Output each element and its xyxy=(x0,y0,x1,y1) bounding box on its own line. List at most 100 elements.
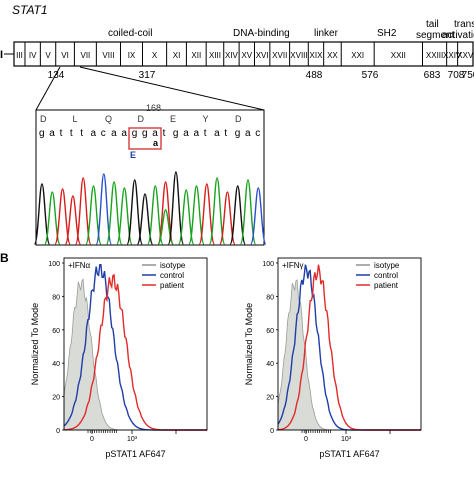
domain-label-coiled-coil: coiled-coil xyxy=(108,28,152,39)
boundary-position: 750 xyxy=(462,70,474,81)
mutation-position: 168 xyxy=(146,103,161,113)
y-tick-label: 40 xyxy=(266,361,274,368)
domain-label-sh2: SH2 xyxy=(377,28,397,39)
nucleotide: a xyxy=(183,128,189,139)
legend-label: patient xyxy=(374,281,399,290)
nucleotide: g xyxy=(39,128,45,139)
trace-peak xyxy=(126,179,143,245)
amino-acid: D xyxy=(235,114,242,124)
legend-label: control xyxy=(374,271,398,280)
x-tick-label: 10³ xyxy=(341,436,352,443)
panel-letter-b: B xyxy=(0,251,9,265)
nucleotide: t xyxy=(70,128,73,139)
histogram-ifn-gamma: Normalized To Mode 100 80 60 40 20 0 +IFNγ isoty… xyxy=(244,257,422,459)
zoom-line-right xyxy=(79,66,265,111)
amino-acid: Y xyxy=(203,114,209,124)
x-axis-label: pSTAT1 AF647 xyxy=(319,449,379,459)
exon-label: IX xyxy=(128,51,136,60)
legend-label: control xyxy=(160,271,184,280)
domain-label-tail-segment: tail segment xyxy=(416,19,455,41)
nucleotide: a xyxy=(214,128,220,139)
y-tick-label: 60 xyxy=(266,328,274,335)
exon-label: XIX xyxy=(310,51,324,60)
y-tick-label: 80 xyxy=(52,294,60,301)
nucleotide: t xyxy=(80,128,83,139)
trace-peak xyxy=(198,183,215,245)
nucleotide: c xyxy=(255,128,260,139)
y-axis-label: Normalized To Mode xyxy=(244,303,254,385)
exon-label: V xyxy=(45,51,51,60)
nucleotide: t xyxy=(163,128,166,139)
exon-label: XX xyxy=(327,51,338,60)
exon-label: XII xyxy=(191,51,201,60)
trace-peak xyxy=(167,171,185,245)
gene-label: STAT1 xyxy=(12,3,48,17)
exon-label: XVI xyxy=(256,51,269,60)
mutation-box xyxy=(128,127,162,150)
legend-label: isotype xyxy=(374,261,400,270)
x-tick-label: 10³ xyxy=(127,436,138,443)
legend-label: isotype xyxy=(160,261,186,270)
boundary-position: 317 xyxy=(139,70,156,81)
nucleotide: a xyxy=(245,128,251,139)
domain-label-dna-binding: DNA-binding xyxy=(233,28,290,39)
legend-label: patient xyxy=(160,281,185,290)
zoom-line-left xyxy=(35,66,61,111)
exon-label: XVII xyxy=(272,51,287,60)
trace-peak xyxy=(95,173,112,245)
exon-bar-outline xyxy=(13,41,474,67)
trace-peak xyxy=(54,188,71,245)
y-tick-label: 20 xyxy=(266,395,274,402)
exon-label: XXI xyxy=(351,51,364,60)
nucleotide: a xyxy=(49,128,55,139)
panel-letter-fragment: I xyxy=(0,49,3,61)
amino-acid: E xyxy=(170,114,176,124)
domain-label-linker: linker xyxy=(314,28,339,39)
nucleotide: c xyxy=(101,128,106,139)
trace-peak xyxy=(239,179,257,245)
trace-peak xyxy=(75,177,92,245)
amino-acid: Q xyxy=(105,114,112,124)
trace-peak xyxy=(33,183,51,245)
stimulus-label: +IFNγ xyxy=(282,261,304,270)
boundary-position: 576 xyxy=(362,70,379,81)
trace-peak xyxy=(250,187,267,245)
exon-label: XI xyxy=(173,51,181,60)
exon-label: XVIII xyxy=(290,51,307,60)
y-tick-label: 80 xyxy=(266,294,274,301)
y-tick-label: 100 xyxy=(48,261,60,268)
exon-label: VI xyxy=(61,51,69,60)
exon-label: XIII xyxy=(209,51,221,60)
y-tick-label: 20 xyxy=(52,395,60,402)
domain-label-transactivation: trans-activation xyxy=(442,19,474,41)
boundary-position: 683 xyxy=(424,70,441,81)
y-tick-label: 0 xyxy=(270,428,274,435)
mutant-amino-acid: E xyxy=(130,150,136,160)
nucleotide: a xyxy=(91,128,97,139)
nucleotide: g xyxy=(235,128,241,139)
exon-label: X xyxy=(152,51,158,60)
x-axis-label: pSTAT1 AF647 xyxy=(105,449,165,459)
chromatogram-panel xyxy=(35,109,265,246)
isotype-histogram xyxy=(63,278,207,431)
trace-peak xyxy=(188,185,205,245)
y-tick-label: 100 xyxy=(262,261,274,268)
exon-label: XXIV xyxy=(443,51,462,60)
mutant-base: a xyxy=(153,138,159,148)
exon-label: VIII xyxy=(102,51,114,60)
nucleotide: t xyxy=(224,128,227,139)
plot-frame xyxy=(63,257,208,431)
x-tick-label: 0 xyxy=(304,436,308,443)
domain-boundaries: 134 317 488 576 683 708750 xyxy=(48,70,474,81)
nucleotide: a xyxy=(121,128,127,139)
nucleotide: a xyxy=(152,128,158,139)
y-tick-label: 40 xyxy=(52,361,60,368)
trace-peak xyxy=(147,185,164,245)
boundary-position: 488 xyxy=(306,70,323,81)
nucleotide: g xyxy=(173,128,179,139)
exon-label: XXII xyxy=(391,51,406,60)
histogram-ifn-alpha: Normalized To Mode 100 80 60 40 20 0 +IFNα isoty… xyxy=(30,257,208,459)
exon-label: XV xyxy=(241,51,252,60)
